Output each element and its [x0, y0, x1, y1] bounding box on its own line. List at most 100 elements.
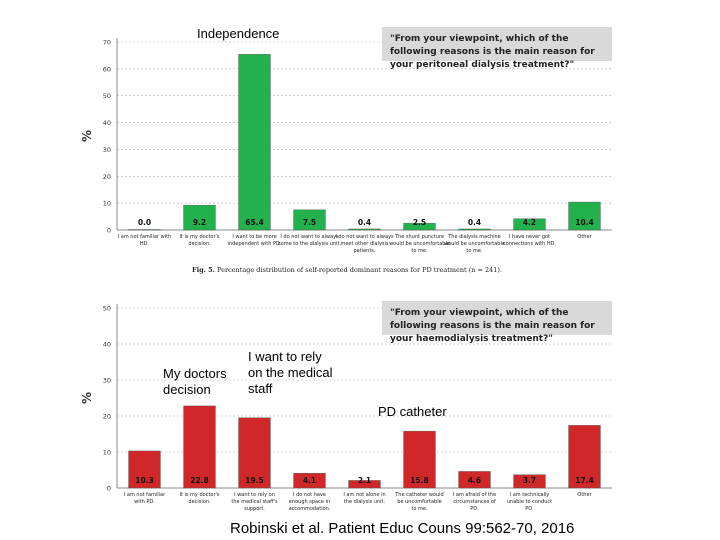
hd-bar — [403, 430, 436, 489]
pd-bar — [458, 228, 491, 231]
citation: Robinski et al. Patient Educ Couns 99:56… — [230, 520, 575, 537]
hd-bar — [513, 474, 546, 489]
pd-category-label: I have never got — [509, 234, 550, 240]
pd-bar — [348, 228, 381, 231]
annotation-rely-staff-line1: I want to rely — [248, 349, 322, 364]
pd-ytick-label: 30 — [103, 146, 111, 154]
hd-question-box: "From your viewpoint, which of the follo… — [382, 301, 612, 344]
annotation-rely-staff: I want to rely on the medical staff — [248, 349, 333, 397]
hd-category-label: PD. — [470, 506, 479, 512]
hd-value-label: 19.5 — [245, 476, 264, 485]
pd-figure-caption: Fig. 5. Percentage distribution of self-… — [192, 266, 502, 274]
pd-bar — [403, 223, 436, 231]
pd-ylabel: % — [80, 130, 94, 142]
hd-category-label: The catheter would — [394, 492, 443, 498]
pd-bar — [513, 218, 546, 231]
annotation-independence: Independence — [197, 26, 280, 41]
hd-value-label: 4.1 — [303, 476, 316, 485]
hd-bar — [238, 417, 271, 489]
pd-category-label: meet other dialysis — [340, 241, 388, 247]
hd-category-label: be uncomfortable — [397, 499, 441, 505]
hd-ytick-label: 30 — [103, 377, 111, 385]
hd-value-label: 2.1 — [358, 476, 371, 485]
hd-category-label: enough space in — [289, 499, 330, 505]
pd-category-label: I do not want to always — [335, 234, 394, 240]
pd-category-label: would be uncomfortable — [444, 241, 505, 247]
annotation-pd-catheter: PD catheter — [378, 404, 447, 419]
pd-value-label: 9.2 — [193, 218, 206, 227]
annotation-my-doctors-decision-line1: My doctors — [163, 366, 227, 381]
hd-bar — [458, 471, 491, 489]
annotation-my-doctors-decision: My doctors decision — [163, 366, 227, 398]
hd-ytick-label: 50 — [103, 305, 111, 313]
pd-category-label: connections with HD. — [503, 241, 557, 247]
annotation-rely-staff-line2: on the medical — [248, 365, 333, 380]
pd-value-label: 0.4 — [358, 218, 371, 227]
pd-category-label: The dialysis machine — [447, 234, 501, 240]
pd-category-label: patients. — [354, 248, 376, 254]
pd-category-label: to me. — [411, 248, 428, 254]
hd-value-label: 3.7 — [523, 476, 536, 485]
hd-ytick-label: 20 — [103, 413, 111, 421]
hd-value-label: 15.8 — [410, 476, 429, 485]
pd-category-label: decision. — [188, 241, 211, 247]
annotation-my-doctors-decision-line2: decision — [163, 382, 211, 397]
hd-category-label: circumstances of — [453, 499, 496, 505]
hd-category-label: I do not have — [293, 492, 326, 498]
hd-category-label: the medical staff's — [231, 499, 278, 505]
hd-category-label: I am not familiar — [124, 492, 166, 498]
hd-category-label: PD. — [525, 506, 534, 512]
pd-category-label: come to the dialysis unit. — [278, 241, 342, 247]
pd-category-label: Other — [577, 234, 592, 240]
pd-category-label: The shunt puncture — [394, 234, 444, 240]
hd-value-label: 22.8 — [190, 476, 209, 485]
pd-category-label: would be uncomfortable — [389, 241, 450, 247]
hd-category-label: I am not alone in — [343, 492, 385, 498]
pd-value-label: 65.4 — [245, 218, 264, 227]
pd-ytick-label: 10 — [103, 200, 111, 208]
pd-value-label: 4.2 — [523, 218, 536, 227]
pd-figure-caption-label: Fig. 5. — [192, 266, 215, 274]
hd-bar — [183, 405, 216, 489]
pd-bar — [183, 205, 216, 231]
pd-ytick-label: 50 — [103, 92, 111, 100]
pd-ytick-label: 20 — [103, 173, 111, 181]
annotation-rely-staff-line3: staff — [248, 381, 273, 396]
pd-value-label: 7.5 — [303, 218, 316, 227]
pd-ytick-label: 70 — [103, 39, 111, 47]
pd-bar — [293, 209, 326, 231]
pd-reasons-chart: % 0 10 20 30 40 50 60 70 0.0 I am not familiar wit… — [80, 27, 612, 274]
hd-value-label: 4.6 — [468, 476, 481, 485]
pd-category-label: It is my doctor's — [179, 234, 219, 240]
pd-reasons-chart-svg: % 0 10 20 30 40 50 60 70 0.0 I am not familiar wit… — [80, 38, 612, 254]
hd-category-label: Other — [577, 492, 592, 498]
hd-category-label: I am afraid of the — [453, 492, 496, 498]
hd-category-label: unable to conduct — [507, 499, 552, 505]
hd-ytick-label: 40 — [103, 341, 111, 349]
pd-ytick-label: 40 — [103, 119, 111, 127]
hd-category-label: to me. — [411, 506, 428, 512]
pd-ytick-label: 60 — [103, 65, 111, 73]
pd-category-label: independent with PD. — [228, 241, 282, 247]
hd-bar — [128, 450, 161, 489]
hd-ytick-label: 10 — [103, 449, 111, 457]
hd-bar — [568, 425, 601, 489]
pd-figure-caption-text: Percentage distribution of self-reported… — [217, 266, 503, 274]
hd-bar — [293, 473, 326, 489]
hd-category-label: accommodation. — [289, 506, 331, 512]
hd-bar — [348, 480, 381, 489]
pd-category-label: HD. — [140, 241, 150, 247]
hd-category-label: It is my doctor's — [179, 492, 219, 498]
hd-category-label: with PD. — [134, 499, 155, 505]
hd-reasons-chart: % 0 10 20 30 40 50 10.3 I am not familiar with PD… — [0, 290, 720, 520]
pd-question-box: "From your viewpoint, which of the follo… — [382, 27, 612, 70]
pd-ytick-label: 0 — [107, 227, 111, 235]
hd-value-label: 17.4 — [575, 476, 594, 485]
pd-category-label: I want to be more — [232, 234, 276, 240]
pd-category-label: I do not want to always — [280, 234, 339, 240]
pd-category-label: I am not familiar with — [118, 234, 172, 240]
pd-value-label: 0.0 — [138, 218, 151, 227]
pd-value-label: 10.4 — [575, 218, 594, 227]
pd-value-label: 2.5 — [413, 218, 426, 227]
